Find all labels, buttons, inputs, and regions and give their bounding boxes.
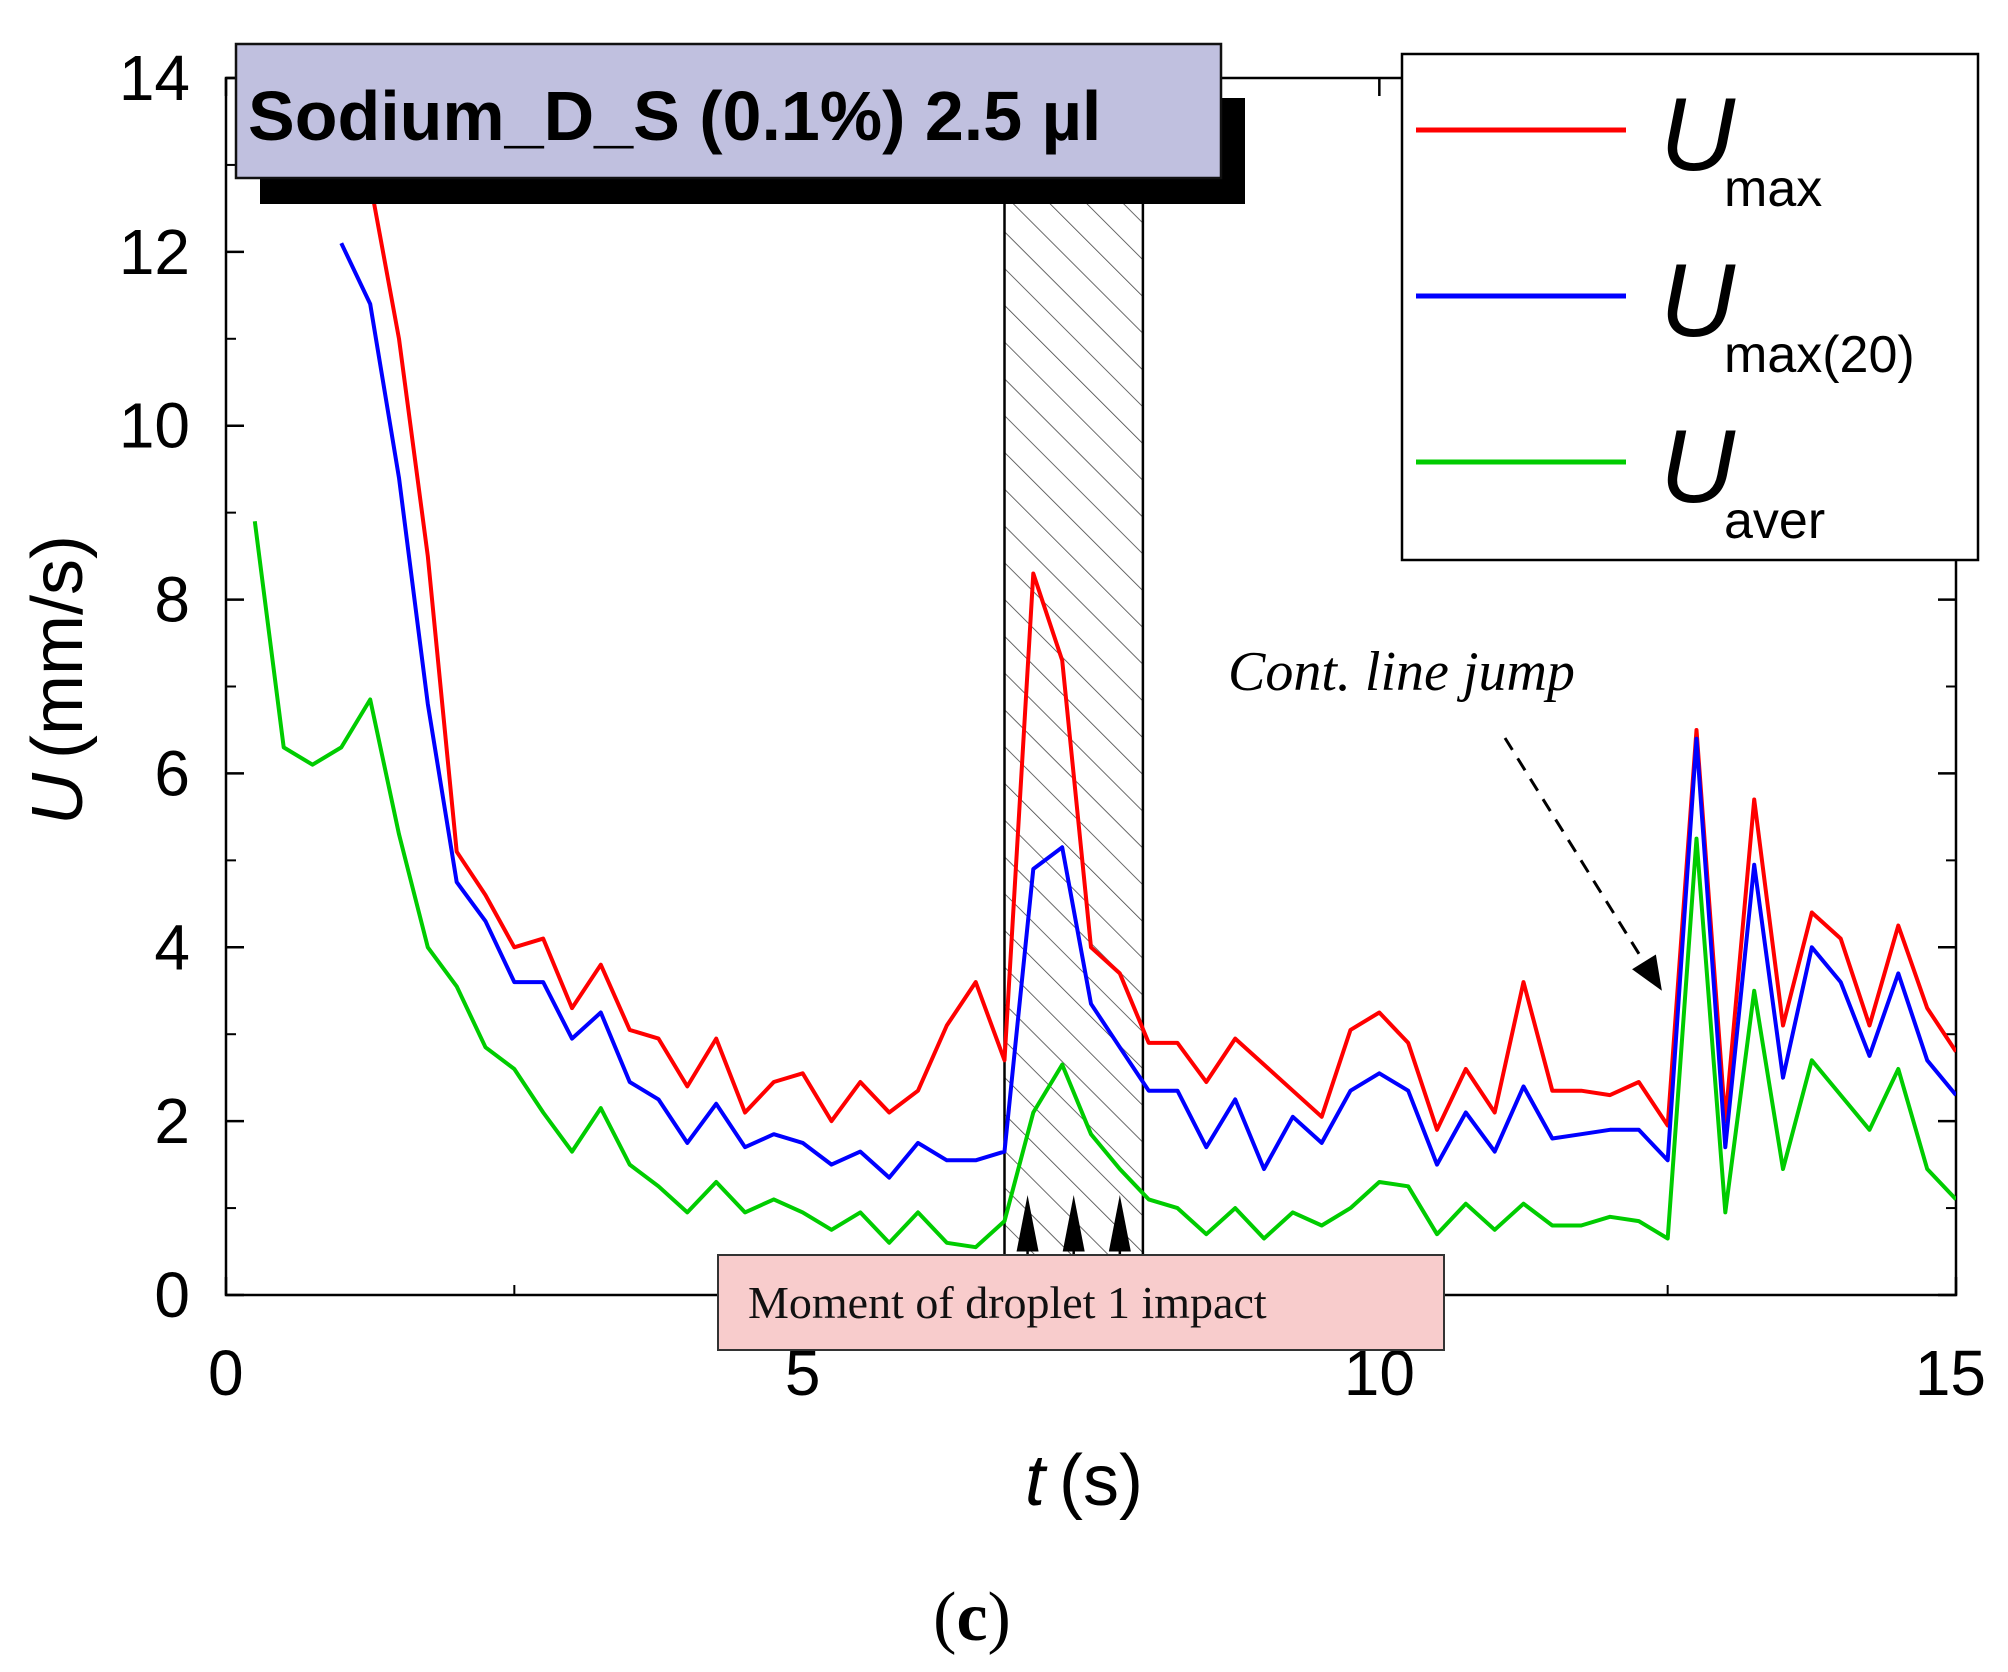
legend-label-sub-1: max(20) bbox=[1724, 326, 1915, 384]
y-axis-title: U (mm/s) bbox=[18, 535, 98, 825]
series-lines bbox=[252, 120, 1956, 1250]
y-tick-label-2: 4 bbox=[154, 911, 190, 983]
y-axis-unit: (mm/s) bbox=[18, 535, 98, 759]
x-axis-var: t bbox=[1025, 1441, 1048, 1521]
cont-line-jump-arrow bbox=[1503, 737, 1646, 963]
x-axis-unit: (s) bbox=[1059, 1441, 1143, 1521]
impact-label: Moment of droplet 1 impact bbox=[748, 1277, 1267, 1328]
series-line-aver bbox=[252, 521, 1956, 1250]
legend-label-sub-0: max bbox=[1724, 160, 1822, 218]
y-tick-label-0: 0 bbox=[154, 1259, 190, 1331]
title-box bbox=[234, 42, 1223, 180]
impact-shaded-region bbox=[1003, 198, 1145, 1297]
legend-label-main-1: U bbox=[1660, 243, 1736, 359]
impact-arrow-head-0 bbox=[1016, 1195, 1039, 1252]
legend-label-main-0: U bbox=[1660, 77, 1736, 193]
x-tick-label-0: 0 bbox=[208, 1337, 244, 1409]
panel-label-close: ) bbox=[988, 1579, 1011, 1656]
chart-title: Sodium_D_S (0.1%) 2.5 µl bbox=[248, 77, 1101, 155]
panel-label: (c) bbox=[933, 1579, 1011, 1656]
impact-label-box bbox=[717, 1254, 1445, 1351]
x-axis-title: t (s) bbox=[1025, 1441, 1143, 1521]
y-tick-label-4: 8 bbox=[154, 564, 190, 636]
y-tick-label-1: 2 bbox=[154, 1085, 190, 1157]
cont-line-jump-label: Cont. line jump bbox=[1228, 641, 1575, 703]
cont-line-jump-arrowhead bbox=[1632, 954, 1662, 991]
y-tick-label-6: 12 bbox=[119, 216, 190, 288]
y-tick-label-3: 6 bbox=[154, 737, 190, 809]
series-line-max20 bbox=[339, 242, 1956, 1180]
impact-arrow-head-2 bbox=[1108, 1195, 1131, 1252]
legend-label-sub-2: aver bbox=[1724, 492, 1825, 550]
x-tick-label-3: 15 bbox=[1915, 1337, 1986, 1409]
legend-label-main-2: U bbox=[1660, 409, 1736, 525]
y-tick-label-5: 10 bbox=[119, 390, 190, 462]
legend-box bbox=[1400, 52, 1980, 562]
panel-label-letter: c bbox=[956, 1579, 987, 1656]
panel-label-open: ( bbox=[933, 1579, 956, 1656]
impact-arrow-head-1 bbox=[1062, 1195, 1085, 1252]
y-tick-labels: 0 2 4 6 8 10 12 14 bbox=[119, 42, 190, 1331]
y-tick-label-7: 14 bbox=[119, 42, 190, 114]
y-axis-var: U bbox=[18, 772, 98, 825]
